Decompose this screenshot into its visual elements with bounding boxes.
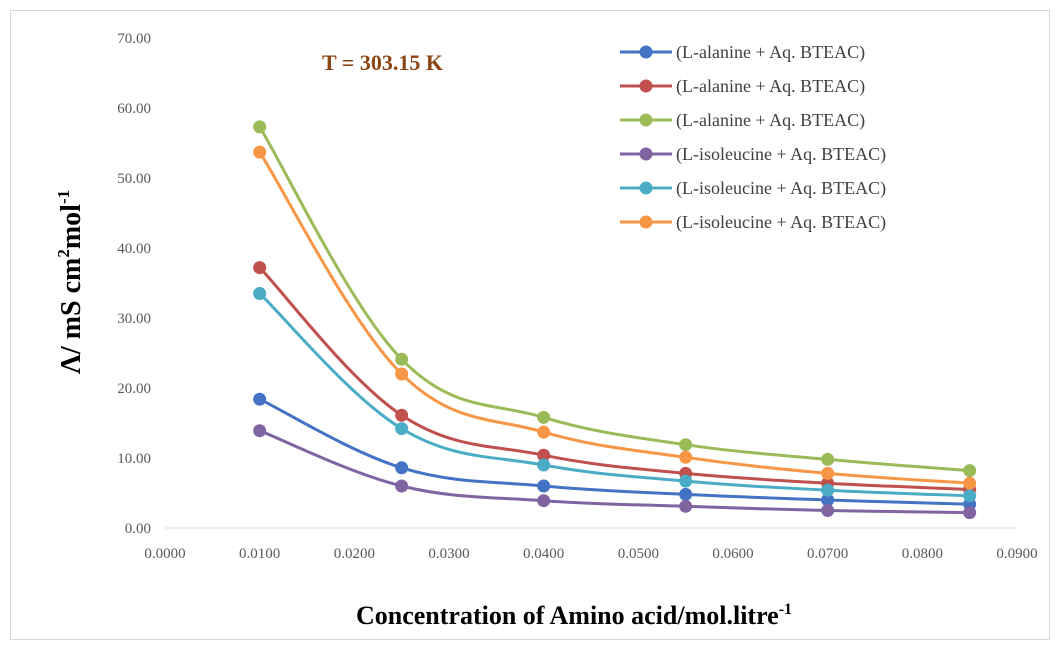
series-3 bbox=[253, 120, 977, 478]
legend-label: (L-alanine + Aq. BTEAC) bbox=[676, 42, 865, 63]
x-tick-label: 0.0900 bbox=[996, 546, 1037, 562]
x-tick-label: 0.0200 bbox=[334, 546, 375, 562]
y-tick-label: 70.00 bbox=[117, 31, 151, 47]
legend-label: (L-isoleucine + Aq. BTEAC) bbox=[676, 144, 886, 165]
legend-marker bbox=[639, 181, 653, 195]
series-1 bbox=[253, 392, 977, 511]
data-point bbox=[395, 408, 409, 422]
y-tick-label: 60.00 bbox=[117, 101, 151, 117]
x-tick-label: 0.0000 bbox=[144, 546, 185, 562]
y-tick-label: 30.00 bbox=[117, 311, 151, 327]
x-tick-label: 0.0300 bbox=[428, 546, 469, 562]
series-5 bbox=[253, 287, 977, 503]
legend-marker bbox=[639, 147, 653, 161]
x-tick-label: 0.0700 bbox=[807, 546, 848, 562]
legend-label: (L-isoleucine + Aq. BTEAC) bbox=[676, 212, 886, 233]
data-point bbox=[679, 487, 693, 501]
data-point bbox=[537, 410, 551, 424]
data-point bbox=[821, 493, 835, 507]
legend-item: (L-alanine + Aq. BTEAC) bbox=[620, 76, 865, 97]
legend-marker bbox=[639, 215, 653, 229]
data-point bbox=[679, 499, 693, 513]
y-tick-labels: 0.00 10.00 20.00 30.00 40.00 50.00 60.00 70.00 bbox=[117, 31, 151, 537]
data-point bbox=[963, 489, 977, 503]
data-point bbox=[253, 120, 267, 134]
data-point bbox=[253, 392, 267, 406]
y-axis-title: Λ/ mS cm2mol-1 bbox=[54, 190, 87, 374]
y-tick-label: 40.00 bbox=[117, 241, 151, 257]
data-point bbox=[395, 461, 409, 475]
x-axis-title-text: Concentration of Amino acid/mol.litre bbox=[356, 601, 779, 630]
y-axis-title-sup-neg1: -1 bbox=[54, 190, 73, 204]
x-tick-label: 0.0500 bbox=[618, 546, 659, 562]
y-axis-title-sup-2: 2 bbox=[54, 249, 73, 258]
legend-marker bbox=[639, 79, 653, 93]
legend-item: (L-alanine + Aq. BTEAC) bbox=[620, 42, 865, 63]
data-point bbox=[253, 287, 267, 300]
data-point bbox=[821, 466, 835, 480]
x-axis-title-superscript: -1 bbox=[779, 601, 792, 618]
data-point bbox=[395, 422, 409, 436]
legend-label: (L-isoleucine + Aq. BTEAC) bbox=[676, 178, 886, 199]
legend-marker bbox=[639, 113, 653, 127]
chart-frame bbox=[10, 10, 1050, 640]
y-axis-title-text: Λ/ mS cm bbox=[56, 258, 87, 375]
data-point bbox=[963, 464, 977, 478]
data-point bbox=[253, 145, 267, 159]
series-line bbox=[259, 397, 970, 506]
data-point bbox=[821, 483, 835, 497]
legend: (L-alanine + Aq. BTEAC) (L-alanine + Aq. … bbox=[620, 42, 886, 233]
y-tick-label: 10.00 bbox=[117, 451, 151, 467]
legend-item: (L-isoleucine + Aq. BTEAC) bbox=[620, 212, 886, 233]
series-line bbox=[259, 429, 970, 515]
series-6 bbox=[253, 145, 977, 490]
legend-label: (L-alanine + Aq. BTEAC) bbox=[676, 76, 865, 97]
x-tick-labels: 0.0000 0.0100 0.0200 0.0300 0.0400 0.0500 0.06… bbox=[144, 546, 1037, 562]
y-tick-label: 0.00 bbox=[125, 521, 151, 537]
data-point bbox=[679, 474, 693, 488]
data-point bbox=[395, 479, 409, 493]
data-point bbox=[821, 452, 835, 466]
legend-label: (L-alanine + Aq. BTEAC) bbox=[676, 110, 865, 131]
y-axis-title-mol: mol bbox=[56, 204, 87, 249]
series-line bbox=[258, 292, 970, 498]
legend-item: (L-isoleucine + Aq. BTEAC) bbox=[620, 178, 886, 199]
data-point bbox=[679, 438, 693, 452]
data-point bbox=[537, 494, 551, 508]
x-axis-title: Concentration of Amino acid/mol.litre-1 bbox=[356, 601, 792, 630]
series-2 bbox=[253, 261, 977, 496]
x-tick-label: 0.0400 bbox=[523, 546, 564, 562]
legend-item: (L-alanine + Aq. BTEAC) bbox=[620, 110, 865, 131]
data-point bbox=[253, 424, 267, 438]
x-tick-label: 0.0800 bbox=[902, 546, 943, 562]
series-group bbox=[253, 120, 977, 520]
data-point bbox=[963, 476, 977, 490]
data-point bbox=[963, 506, 977, 520]
data-point bbox=[395, 352, 409, 366]
y-tick-label: 20.00 bbox=[117, 381, 151, 397]
x-tick-label: 0.0100 bbox=[239, 546, 280, 562]
series-4 bbox=[253, 424, 977, 520]
data-point bbox=[679, 450, 693, 464]
data-point bbox=[395, 367, 409, 381]
y-tick-label: 50.00 bbox=[117, 171, 151, 187]
legend-item: (L-isoleucine + Aq. BTEAC) bbox=[620, 144, 886, 165]
data-point bbox=[537, 479, 551, 493]
data-point bbox=[253, 261, 267, 275]
data-point bbox=[537, 425, 551, 439]
temperature-annotation: T = 303.15 K bbox=[322, 50, 443, 75]
x-tick-label: 0.0600 bbox=[712, 546, 753, 562]
data-point bbox=[821, 504, 835, 517]
legend-marker bbox=[639, 45, 653, 59]
data-point bbox=[537, 448, 551, 462]
data-point bbox=[537, 458, 551, 472]
series-line bbox=[258, 266, 970, 491]
